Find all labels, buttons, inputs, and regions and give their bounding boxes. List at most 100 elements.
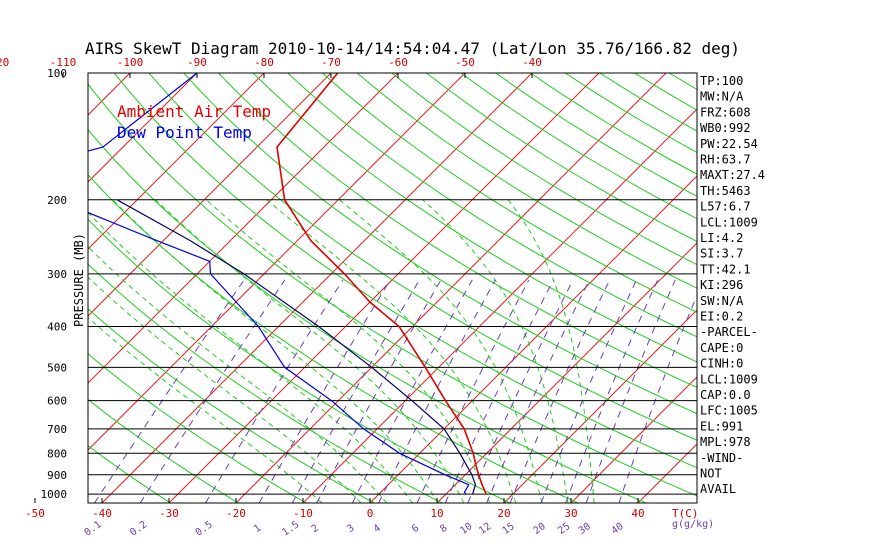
mixing-ratio-line (316, 279, 442, 503)
isotherm-line (88, 73, 131, 116)
isotherm-line (88, 73, 332, 317)
mixing-ratio-line (618, 294, 697, 503)
pressure-tick-label: 300 (47, 268, 67, 281)
dry-adiabat (183, 73, 697, 415)
mixing-ratio-tick-label: 10 (458, 521, 474, 537)
moist-adiabat (205, 199, 491, 503)
dry-adiabat (88, 218, 511, 503)
dry-adiabat (88, 353, 307, 503)
profile-series (88, 73, 487, 495)
bottom-temp-tick-label: 30 (564, 507, 577, 520)
bottom-temp-tick-label: 0 (367, 507, 374, 520)
dry-adiabat (148, 73, 697, 441)
pressure-tick-label: 1000 (41, 488, 68, 501)
mixing-ratio-tick-label: 15 (501, 521, 517, 537)
dry-adiabat (88, 445, 171, 503)
stat-label: LI:4.2 (700, 231, 743, 245)
isotherm-line (101, 73, 533, 503)
stat-label: RH:63.7 (700, 153, 751, 167)
stat-label: EI:0.2 (700, 310, 743, 324)
dry-adiabat (773, 73, 870, 503)
isotherm-line (88, 73, 265, 250)
stat-label: MAXT:27.4 (700, 168, 765, 182)
top-temp-tick-label: -100 (117, 56, 144, 69)
isotherm-line (235, 73, 667, 503)
pressure-tick-label: 700 (47, 423, 67, 436)
stat-label: FRZ:608 (700, 105, 751, 119)
legend-entry: Dew Point Temp (117, 123, 252, 142)
mixing-ratio-tick-label: 1 (252, 523, 263, 535)
dry-adiabat (391, 73, 697, 266)
bottom-temp-tick-label: 20 (497, 507, 510, 520)
stat-label: KI:296 (700, 278, 743, 292)
stat-label: SW:N/A (700, 294, 744, 308)
moist-adiabat (338, 199, 543, 503)
pressure-tick-label: 200 (47, 194, 67, 207)
stat-label: TH:5463 (700, 184, 751, 198)
isotherm-line (436, 242, 697, 503)
chart-title: AIRS SkewT Diagram 2010-10-14/14:54:04.4… (85, 39, 740, 58)
mixing-ratio-tick-label: 0.1 (83, 519, 104, 538)
isotherm-line (88, 73, 466, 451)
isotherm-line (570, 376, 697, 503)
dry-adiabat (88, 308, 375, 503)
stat-label: -WIND- (700, 451, 743, 465)
dry-adiabat (356, 73, 697, 289)
mixing-ratio-tick-label: 8 (438, 523, 449, 535)
mixing-ratio-line (378, 279, 496, 503)
mixing-ratio-tick-label: 6 (410, 523, 421, 535)
mixing-ratio-line (258, 279, 391, 503)
plot-grid (88, 73, 870, 503)
moist-adiabat (112, 199, 439, 503)
stat-label: CAP:0.0 (700, 388, 751, 402)
mixing-ratio-line (205, 279, 344, 503)
pressure-tick-label: 800 (47, 447, 67, 460)
y-axis-label: PRESSURE (MB) (72, 233, 86, 327)
isotherm-line (88, 73, 198, 183)
dry-adiabat (88, 128, 647, 503)
top-temp-tick-label: -90 (187, 56, 207, 69)
stat-label: CAPE:0 (700, 341, 743, 355)
stat-label: AVAIL (700, 482, 736, 496)
dry-adiabat (88, 398, 239, 503)
mixing-ratio-tick-label: 0.2 (128, 519, 149, 538)
top-temp-tick-label: -60 (388, 56, 408, 69)
legend-entry: Ambient Air Temp (117, 102, 271, 121)
top-temp-tick-label: -40 (522, 56, 542, 69)
top-temp-tick-label: -120 (0, 56, 9, 69)
top-temp-tick-label: -70 (321, 56, 341, 69)
stat-label: TT:42.1 (700, 262, 751, 276)
mixing-ratio-line (565, 279, 659, 503)
top-temp-tick-label: -80 (254, 56, 274, 69)
dry-adiabat (88, 173, 579, 503)
ambient-air-temp-line (276, 73, 487, 495)
mixing-ratio-tick-label: 3 (345, 523, 356, 535)
moist-adiabat (507, 199, 595, 503)
moist-adiabat (88, 316, 323, 503)
dew-point-temp-line (88, 73, 470, 495)
isotherm-line (772, 73, 870, 503)
dry-adiabat (88, 83, 697, 497)
mixing-ratio-unit-label: g(g/kg) (672, 519, 714, 530)
mixing-ratio-tick-label: 2 (310, 523, 321, 535)
top-temp-tick-label: -110 (50, 56, 77, 69)
mixing-ratio-tick-label: 1.5 (280, 519, 301, 538)
moist-adiabat (155, 199, 465, 503)
moist-adiabat (88, 211, 413, 503)
bottom-temp-tick-label: 40 (631, 507, 644, 520)
mixing-ratio-line (585, 279, 676, 503)
mixing-ratio-line (139, 279, 286, 503)
mixing-ratio-tick-label: 4 (372, 523, 383, 535)
mixing-ratio-tick-label: 0.5 (194, 519, 215, 538)
moist-adiabat (88, 276, 362, 503)
pressure-tick-label: 900 (47, 469, 67, 482)
dry-adiabat (460, 73, 697, 220)
dry-adiabat (287, 73, 697, 338)
moist-adiabat (88, 246, 388, 503)
isotherm-line (88, 73, 399, 384)
bottom-temp-tick-label: -40 (92, 507, 112, 520)
bottom-temp-tick-label: -30 (159, 507, 179, 520)
stat-label: SI:3.7 (700, 247, 743, 261)
